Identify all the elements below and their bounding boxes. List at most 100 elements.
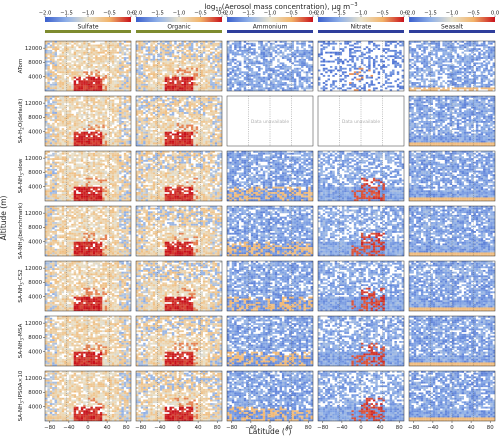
heatmap-cell — [159, 73, 163, 75]
heatmap-cell — [116, 51, 120, 54]
colorbar-tick-label: −2.0 — [130, 11, 143, 17]
heatmap-cell — [157, 113, 160, 116]
heatmap-cell — [272, 46, 275, 49]
heatmap-cell — [162, 115, 165, 118]
heatmap-cell — [202, 108, 206, 111]
heatmap-cell — [193, 51, 196, 54]
heatmap-cell — [109, 85, 112, 88]
heatmap-cell — [219, 103, 223, 105]
heatmap-cell — [231, 69, 235, 72]
heatmap-cell — [92, 71, 96, 74]
heatmap-cell — [322, 87, 326, 90]
heatmap-cell — [119, 96, 122, 98]
heatmap-cell — [123, 108, 127, 111]
heatmap-cell — [202, 119, 206, 122]
heatmap-cell — [147, 66, 151, 68]
heatmap-cell — [102, 126, 105, 129]
heatmap-cell — [471, 60, 474, 63]
heatmap-cell — [59, 117, 62, 120]
heatmap-cell — [116, 67, 120, 70]
heatmap-cell — [85, 82, 89, 84]
heatmap-cell — [83, 144, 86, 147]
heatmap-cell — [420, 60, 424, 63]
heatmap-cell — [358, 80, 362, 83]
heatmap-cell — [349, 69, 352, 72]
heatmap-cell — [351, 78, 354, 81]
heatmap-cell — [284, 55, 287, 58]
heatmap-cell — [250, 78, 254, 81]
heatmap-cell — [143, 53, 146, 56]
heatmap-cell — [329, 85, 333, 88]
title-subscript: 10 — [215, 7, 221, 13]
heatmap-cell — [152, 133, 156, 136]
heatmap-cell — [66, 126, 69, 129]
heatmap-cell — [92, 137, 96, 139]
heatmap-cell — [68, 112, 72, 114]
heatmap-cell — [171, 60, 175, 63]
heatmap-cell — [111, 101, 115, 104]
heatmap-cell — [258, 66, 261, 68]
heatmap-cell — [281, 87, 285, 90]
heatmap-cell — [253, 83, 256, 86]
heatmap-cell — [45, 144, 48, 147]
heatmap-cell — [430, 85, 433, 88]
heatmap-cell — [136, 55, 139, 58]
heatmap-cell — [78, 87, 81, 90]
heatmap-cell — [64, 96, 67, 98]
heatmap-cell — [47, 41, 50, 43]
heatmap-cell — [143, 131, 146, 134]
heatmap-cell — [262, 60, 266, 63]
heatmap-cell — [104, 140, 108, 143]
heatmap-cell — [116, 85, 120, 88]
row-label: SA-NH3-MSA — [18, 324, 25, 359]
heatmap-cell — [274, 78, 278, 81]
heatmap-cell — [54, 142, 57, 145]
heatmap-cell — [243, 51, 247, 54]
heatmap-cell — [432, 53, 436, 56]
heatmap-cell — [293, 87, 297, 90]
colorbar-tick-label: −0.5 — [194, 11, 207, 17]
heatmap-cell — [301, 64, 304, 67]
heatmap-cell — [396, 78, 400, 81]
heatmap-cell — [49, 83, 53, 86]
heatmap-cell — [420, 69, 424, 72]
heatmap-cell — [179, 126, 182, 129]
heatmap-cell — [418, 41, 421, 43]
heatmap-cell — [188, 106, 191, 109]
heatmap-cell — [104, 99, 108, 102]
heatmap-cell — [212, 112, 215, 114]
heatmap-cell — [346, 87, 350, 90]
heatmap-cell — [73, 89, 77, 92]
heatmap-cell — [85, 58, 89, 61]
heatmap-cell — [339, 87, 342, 90]
heatmap-cell — [286, 42, 290, 45]
heatmap-cell — [380, 67, 383, 70]
heatmap-cell — [279, 41, 282, 43]
heatmap-cell — [334, 58, 338, 61]
heatmap-cell — [111, 117, 115, 120]
heatmap-cell — [114, 144, 117, 147]
heatmap-cell — [49, 69, 53, 72]
heatmap-cell — [54, 99, 57, 102]
heatmap-cell — [463, 82, 467, 84]
heatmap-cell — [454, 83, 457, 86]
heatmap-cell — [119, 48, 122, 50]
heatmap-cell — [274, 73, 278, 75]
heatmap-cell — [202, 126, 206, 129]
colorbar-tick-label: −1.0 — [355, 11, 368, 17]
heatmap-cell — [281, 83, 285, 86]
heatmap-cell — [73, 124, 77, 127]
heatmap-cell — [183, 71, 187, 74]
heatmap-cell — [52, 42, 55, 45]
heatmap-cell — [76, 69, 79, 72]
heatmap-cell — [368, 76, 371, 79]
heatmap-cell — [260, 62, 263, 65]
heatmap-cell — [284, 83, 287, 86]
heatmap-cell — [463, 44, 467, 47]
heatmap-cell — [466, 76, 469, 79]
heatmap-cell — [423, 57, 426, 59]
heatmap-cell — [71, 113, 74, 116]
heatmap-cell — [202, 41, 206, 43]
heatmap-cell — [76, 89, 79, 92]
heatmap-cell — [308, 76, 311, 79]
